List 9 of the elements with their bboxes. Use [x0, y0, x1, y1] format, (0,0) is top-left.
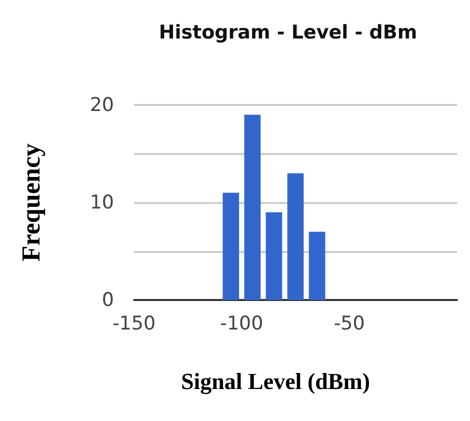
x-axis-title: Signal Level (dBm) — [180, 369, 370, 395]
y-tick-label: 20 — [90, 94, 114, 116]
y-axis-title: Frequency — [16, 144, 46, 262]
x-tick-label: -50 — [334, 312, 365, 334]
x-tick-label: -100 — [220, 312, 264, 334]
x-tick-label: -150 — [112, 312, 156, 334]
y-tick-label: 0 — [102, 289, 114, 311]
chart-title: Histogram - Level - dBm — [158, 22, 418, 44]
y-tick-label: 10 — [90, 192, 114, 214]
